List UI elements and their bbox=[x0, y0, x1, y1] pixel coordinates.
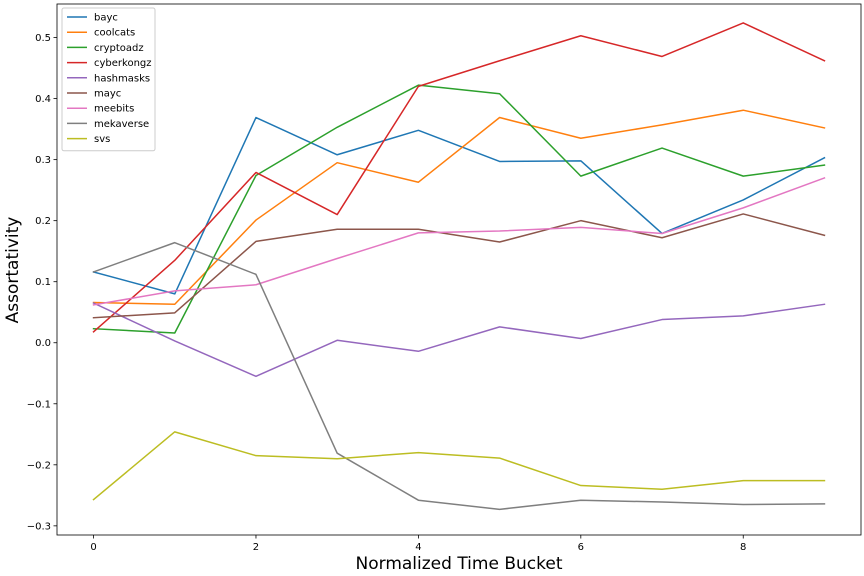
x-tick-label: 8 bbox=[740, 542, 746, 553]
series-line-cryptoadz bbox=[92, 84, 826, 334]
series-line-cyberkongz bbox=[92, 22, 826, 333]
y-tick-label: 0.3 bbox=[35, 155, 51, 166]
y-axis-title: Assortativity bbox=[3, 217, 23, 324]
y-tick-label: 0.5 bbox=[35, 33, 51, 44]
y-tick-label: −0.3 bbox=[27, 521, 51, 532]
x-tick-label: 6 bbox=[578, 542, 584, 553]
legend-label-bayc: bayc bbox=[94, 13, 118, 24]
series-line-coolcats bbox=[92, 109, 826, 306]
plot-background bbox=[57, 4, 861, 535]
y-tick-label: −0.1 bbox=[27, 399, 51, 410]
series-line-svs bbox=[92, 431, 826, 501]
x-axis-title: Normalized Time Bucket bbox=[356, 554, 563, 574]
x-tick-label: 2 bbox=[253, 542, 259, 553]
series-line-meebits bbox=[92, 176, 826, 306]
y-tick-label: 0.2 bbox=[35, 216, 51, 227]
legend-label-svs: svs bbox=[94, 134, 110, 145]
y-tick-label: 0.4 bbox=[35, 94, 51, 105]
series-line-mayc bbox=[92, 213, 826, 319]
legend-label-mayc: mayc bbox=[94, 89, 121, 100]
legend-box bbox=[61, 7, 156, 152]
legend-label-cyberkongz: cyberkongz bbox=[94, 58, 152, 69]
x-tick-label: 4 bbox=[415, 542, 421, 553]
series-line-hashmasks bbox=[92, 302, 826, 378]
y-tick-label: −0.2 bbox=[27, 460, 51, 471]
legend-label-mekaverse: mekaverse bbox=[94, 119, 149, 130]
x-tick-label: 0 bbox=[90, 542, 96, 553]
legend-label-hashmasks: hashmasks bbox=[94, 73, 150, 84]
y-axis-ticks: −0.3 −0.2 −0.1 0.0 0.1 0.2 0.3 0.4 0.5 bbox=[27, 33, 57, 532]
legend-label-coolcats: coolcats bbox=[94, 28, 135, 39]
legend-label-cryptoadz: cryptoadz bbox=[94, 43, 144, 54]
legend: bayc coolcats cryptoadz cyberkongz hashmasks… bbox=[61, 7, 156, 152]
series-line-bayc bbox=[92, 116, 826, 295]
plot-frame bbox=[56, 3, 862, 536]
series-line-mekaverse bbox=[92, 241, 826, 511]
y-tick-label: 0.1 bbox=[35, 277, 51, 288]
series-layer bbox=[92, 22, 826, 511]
legend-label-meebits: meebits bbox=[94, 104, 134, 115]
x-axis-ticks: 0 2 4 6 8 bbox=[90, 535, 746, 553]
y-tick-label: 0.0 bbox=[35, 338, 51, 349]
